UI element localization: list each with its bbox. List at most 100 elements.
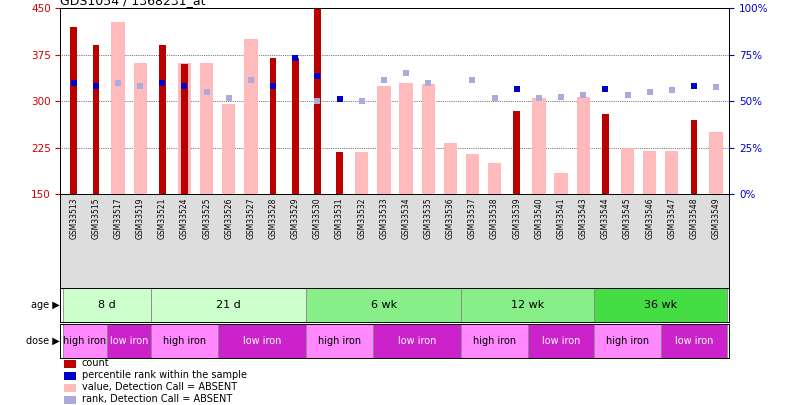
Text: GSM33525: GSM33525 [202, 197, 211, 239]
Text: GSM33532: GSM33532 [357, 197, 366, 239]
Bar [602, 114, 609, 194]
Bar [513, 111, 520, 194]
Bar [665, 151, 679, 194]
Text: high iron: high iron [318, 336, 361, 346]
Bar [661, 324, 727, 358]
Text: GDS1054 / 1368231_at: GDS1054 / 1368231_at [60, 0, 206, 7]
Text: 21 d: 21 d [217, 300, 241, 310]
Text: GSM33535: GSM33535 [424, 197, 433, 239]
Text: low iron: low iron [675, 336, 713, 346]
Bar [443, 143, 457, 194]
Text: low iron: low iron [398, 336, 436, 346]
Bar [64, 396, 76, 404]
Bar [152, 324, 218, 358]
Bar [594, 324, 661, 358]
Text: GSM33548: GSM33548 [689, 197, 699, 239]
Text: 8 d: 8 d [98, 300, 116, 310]
Text: 12 wk: 12 wk [511, 300, 545, 310]
Bar [314, 9, 321, 194]
Text: GSM33527: GSM33527 [247, 197, 256, 239]
Text: GSM33538: GSM33538 [490, 197, 499, 239]
Text: GSM33543: GSM33543 [579, 197, 588, 239]
Bar [64, 384, 76, 392]
Bar [63, 288, 152, 322]
Bar [200, 63, 214, 194]
Bar [178, 63, 191, 194]
Text: GSM33515: GSM33515 [91, 197, 101, 239]
Text: GSM33537: GSM33537 [468, 197, 477, 239]
Bar [64, 360, 76, 368]
Bar [93, 45, 99, 194]
Text: rank, Detection Call = ABSENT: rank, Detection Call = ABSENT [82, 394, 232, 404]
Bar [709, 132, 723, 194]
Bar [555, 173, 567, 194]
Bar [621, 148, 634, 194]
Text: GSM33549: GSM33549 [712, 197, 721, 239]
Text: GSM33526: GSM33526 [224, 197, 233, 239]
Bar [292, 58, 298, 194]
Bar [466, 154, 479, 194]
Text: low iron: low iron [542, 336, 580, 346]
Text: GSM33519: GSM33519 [135, 197, 145, 239]
Text: 36 wk: 36 wk [644, 300, 677, 310]
Text: GSM33536: GSM33536 [446, 197, 455, 239]
Text: GSM33529: GSM33529 [291, 197, 300, 239]
Bar [244, 39, 258, 194]
Bar [270, 58, 276, 194]
Text: GSM33528: GSM33528 [268, 197, 277, 239]
Text: GSM33540: GSM33540 [534, 197, 543, 239]
Bar [218, 324, 306, 358]
Bar [107, 324, 152, 358]
Bar [306, 324, 373, 358]
Text: value, Detection Call = ABSENT: value, Detection Call = ABSENT [82, 382, 237, 392]
Text: GSM33524: GSM33524 [180, 197, 189, 239]
Text: GSM33521: GSM33521 [158, 197, 167, 239]
Bar [643, 151, 656, 194]
Text: GSM33531: GSM33531 [335, 197, 344, 239]
Text: GSM33530: GSM33530 [313, 197, 322, 239]
Text: GSM33544: GSM33544 [601, 197, 610, 239]
Bar [594, 288, 727, 322]
Text: low iron: low iron [110, 336, 148, 346]
Text: GSM33539: GSM33539 [513, 197, 521, 239]
Text: 6 wk: 6 wk [371, 300, 397, 310]
Text: GSM33513: GSM33513 [69, 197, 78, 239]
Text: high iron: high iron [606, 336, 649, 346]
Text: GSM33541: GSM33541 [557, 197, 566, 239]
Text: GSM33517: GSM33517 [114, 197, 123, 239]
Bar [691, 120, 697, 194]
Bar [181, 64, 188, 194]
Bar [64, 372, 76, 379]
Bar [532, 98, 546, 194]
Text: percentile rank within the sample: percentile rank within the sample [82, 370, 247, 380]
Text: GSM33545: GSM33545 [623, 197, 632, 239]
Text: high iron: high iron [473, 336, 516, 346]
Text: age ▶: age ▶ [31, 300, 60, 310]
Text: GSM33547: GSM33547 [667, 197, 676, 239]
Bar [111, 22, 125, 194]
Bar [70, 27, 77, 194]
Bar [528, 324, 594, 358]
Bar [461, 324, 528, 358]
Bar [422, 85, 434, 194]
Bar [373, 324, 461, 358]
Bar [399, 83, 413, 194]
Bar [336, 152, 343, 194]
Text: GSM33546: GSM33546 [645, 197, 654, 239]
Bar [134, 63, 147, 194]
Text: GSM33533: GSM33533 [380, 197, 388, 239]
Bar [63, 324, 107, 358]
Bar [159, 45, 166, 194]
Text: low iron: low iron [243, 336, 281, 346]
Bar [152, 288, 306, 322]
Bar [377, 86, 391, 194]
Bar [306, 288, 461, 322]
Bar [488, 163, 501, 194]
Bar [461, 288, 594, 322]
Text: GSM33534: GSM33534 [401, 197, 410, 239]
Text: dose ▶: dose ▶ [26, 336, 60, 346]
Text: high iron: high iron [63, 336, 106, 346]
Bar [576, 97, 590, 194]
Bar [222, 104, 235, 194]
Text: high iron: high iron [163, 336, 206, 346]
